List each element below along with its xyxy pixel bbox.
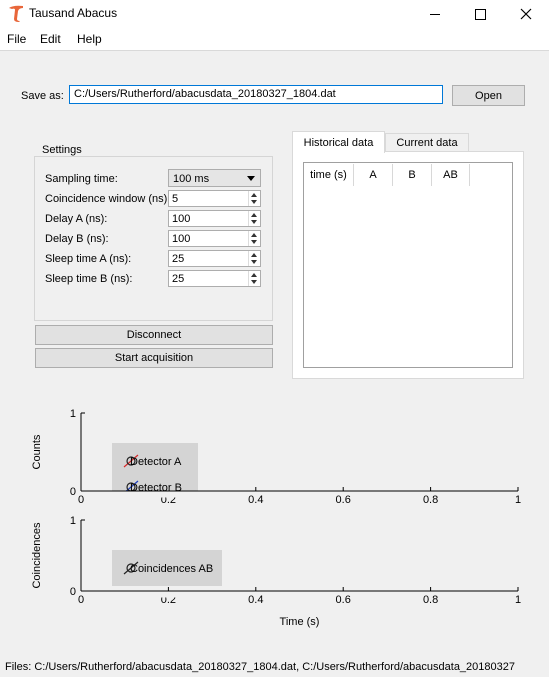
tausand-logo-icon — [9, 5, 23, 22]
y-tick-label: 0 — [70, 586, 76, 598]
sleep-b-value: 25 — [172, 273, 185, 285]
x-tick-label: 0 — [78, 594, 84, 606]
y-tick-label: 0 — [70, 486, 76, 498]
x-tick-label: 0.6 — [336, 594, 351, 606]
close-icon — [520, 8, 532, 20]
x-tick-label: 0.6 — [336, 494, 351, 506]
minimize-button[interactable] — [412, 0, 458, 28]
title-bar — [0, 0, 549, 28]
menu-help[interactable]: Help — [77, 32, 102, 46]
x-tick-label: 0.4 — [248, 594, 263, 606]
sleep-b-label: Sleep time B (ns): — [45, 273, 133, 285]
spin-arrows-icon[interactable] — [248, 191, 260, 206]
legend-line-detector-a — [123, 454, 139, 468]
sampling-time-select[interactable]: 100 ms — [168, 169, 261, 187]
menu-bar — [0, 28, 549, 51]
x-axis-label: Time (s) — [280, 616, 320, 628]
spin-arrows-icon[interactable] — [248, 271, 260, 286]
delay-a-label: Delay A (ns): — [45, 213, 108, 225]
sleep-a-value: 25 — [172, 253, 185, 265]
x-tick-label: 0.8 — [423, 594, 438, 606]
sampling-time-value: 100 ms — [173, 173, 210, 185]
y-tick-label: 1 — [70, 515, 76, 527]
legend-marker-detector-a — [126, 456, 136, 466]
legend-clip — [111, 491, 199, 498]
start-acquisition-button[interactable]: Start acquisition — [35, 348, 273, 368]
y-axis-label: Counts — [31, 434, 43, 469]
sleep-a-spinbox[interactable]: 25 — [168, 250, 261, 267]
tab-historical-data[interactable]: Historical data — [292, 131, 385, 153]
minimize-icon — [430, 13, 440, 15]
y-tick-label: 1 — [70, 408, 76, 420]
coincidence-window-label: Coincidence window (ns): — [45, 193, 171, 205]
legend-line-coincidences-ab — [123, 561, 139, 575]
chevron-down-icon — [247, 176, 255, 181]
status-bar-files: Files: C:/Users/Rutherford/abacusdata_20… — [5, 661, 515, 673]
open-button[interactable]: Open — [452, 85, 525, 106]
window-title: Tausand Abacus — [29, 6, 118, 20]
sleep-b-spinbox[interactable]: 25 — [168, 270, 261, 287]
coincidence-window-value: 5 — [172, 193, 179, 205]
maximize-button[interactable] — [457, 0, 503, 28]
delay-a-value: 100 — [172, 213, 191, 225]
delay-b-spinbox[interactable]: 100 — [168, 230, 261, 247]
menu-edit[interactable]: Edit — [40, 32, 61, 46]
settings-title: Settings — [40, 144, 84, 156]
x-tick-label: 0.8 — [423, 494, 438, 506]
column-header-a[interactable]: A — [354, 164, 393, 186]
delay-b-value: 100 — [172, 233, 191, 245]
delay-b-label: Delay B (ns): — [45, 233, 109, 245]
spin-arrows-icon[interactable] — [248, 231, 260, 246]
spin-arrows-icon[interactable] — [248, 251, 260, 266]
sleep-a-label: Sleep time A (ns): — [45, 253, 132, 265]
sampling-time-label: Sampling time: — [45, 173, 118, 185]
column-header-b[interactable]: B — [393, 164, 432, 186]
data-table[interactable] — [303, 162, 513, 368]
legend-clip — [111, 591, 223, 598]
close-button[interactable] — [503, 0, 549, 28]
settings-group — [34, 156, 273, 321]
y-axis-label: Coincidences — [31, 522, 43, 589]
spin-arrows-icon[interactable] — [248, 211, 260, 226]
coincidence-window-spinbox[interactable]: 5 — [168, 190, 261, 207]
legend-box — [112, 443, 198, 491]
x-tick-label: 0 — [78, 494, 84, 506]
tab-current-data[interactable]: Current data — [385, 133, 469, 152]
save-path-input[interactable]: C:/Users/Rutherford/abacusdata_20180327_… — [69, 85, 443, 104]
x-tick-label: 1 — [515, 594, 521, 606]
disconnect-button[interactable]: Disconnect — [35, 325, 273, 345]
legend-entry: Coincidences AB — [130, 563, 213, 575]
column-header-time[interactable]: time (s) — [304, 164, 354, 186]
legend-entry: Detector A — [130, 456, 182, 468]
column-header-ab[interactable]: AB — [432, 164, 470, 186]
x-tick-label: 1 — [515, 494, 521, 506]
x-tick-label: 0.4 — [248, 494, 263, 506]
delay-a-spinbox[interactable]: 100 — [168, 210, 261, 227]
menu-file[interactable]: File — [7, 32, 27, 46]
save-as-label: Save as: — [21, 90, 64, 102]
legend-marker-coincidences-ab — [126, 563, 136, 573]
maximize-icon — [474, 8, 486, 20]
